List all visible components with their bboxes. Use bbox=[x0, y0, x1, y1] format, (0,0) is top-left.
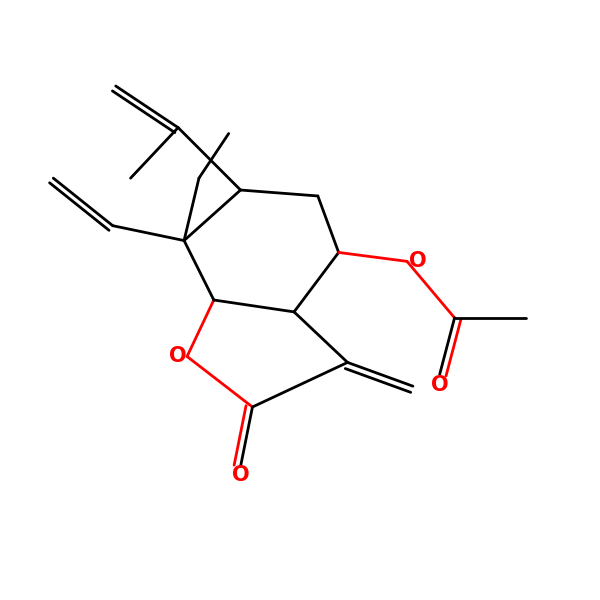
Text: O: O bbox=[232, 466, 250, 485]
Text: O: O bbox=[431, 375, 449, 395]
Text: O: O bbox=[409, 251, 427, 271]
Text: O: O bbox=[169, 346, 187, 367]
